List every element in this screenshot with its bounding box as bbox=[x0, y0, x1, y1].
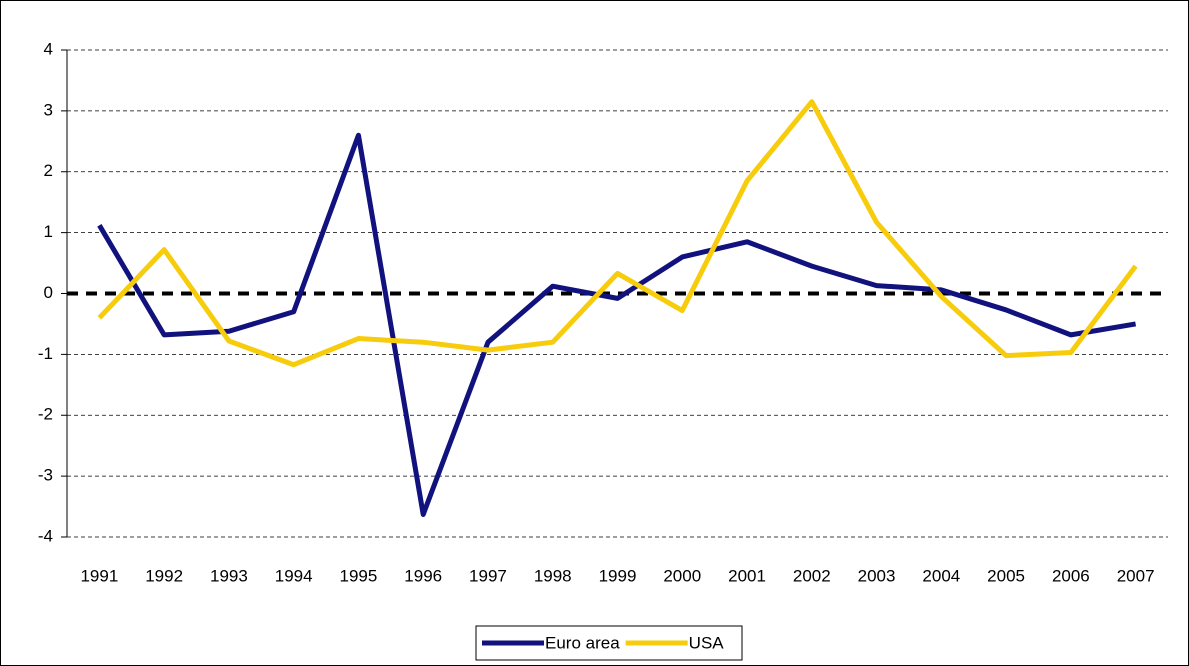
x-tick-label: 2002 bbox=[793, 566, 831, 585]
y-tick-label: 4 bbox=[44, 39, 53, 58]
x-tick-label: 1997 bbox=[469, 566, 507, 585]
x-tick-label: 1993 bbox=[210, 566, 248, 585]
series-line bbox=[97, 99, 1138, 368]
y-tick-label: -3 bbox=[38, 466, 53, 485]
x-tick-label: 2006 bbox=[1052, 566, 1090, 585]
x-tick-label: 1991 bbox=[80, 566, 118, 585]
x-tick-label: 1996 bbox=[404, 566, 442, 585]
y-tick-label: -4 bbox=[38, 526, 53, 545]
x-tick-label: 2000 bbox=[663, 566, 701, 585]
x-tick-label: 2004 bbox=[922, 566, 960, 585]
x-tick-label: 2001 bbox=[728, 566, 766, 585]
x-tick-label: 1999 bbox=[599, 566, 637, 585]
x-tick-label: 2003 bbox=[858, 566, 896, 585]
y-tick-label: 1 bbox=[44, 222, 53, 241]
y-tick-label: 3 bbox=[44, 100, 53, 119]
series-line bbox=[97, 132, 1137, 517]
x-tick-label: 1994 bbox=[275, 566, 313, 585]
y-tick-label: -2 bbox=[38, 405, 53, 424]
legend: Euro area USA bbox=[475, 625, 743, 661]
y-tick-label: -1 bbox=[38, 344, 53, 363]
legend-label: Euro area bbox=[545, 633, 620, 652]
y-tick-label: 2 bbox=[44, 161, 53, 180]
x-tick-label: 1995 bbox=[340, 566, 378, 585]
x-tick-label: 1992 bbox=[145, 566, 183, 585]
x-tick-label: 2007 bbox=[1117, 566, 1155, 585]
legend-label: USA bbox=[689, 633, 725, 652]
x-tick-label: 2005 bbox=[987, 566, 1025, 585]
x-tick-label: 1998 bbox=[534, 566, 572, 585]
y-tick-label: 0 bbox=[44, 283, 53, 302]
